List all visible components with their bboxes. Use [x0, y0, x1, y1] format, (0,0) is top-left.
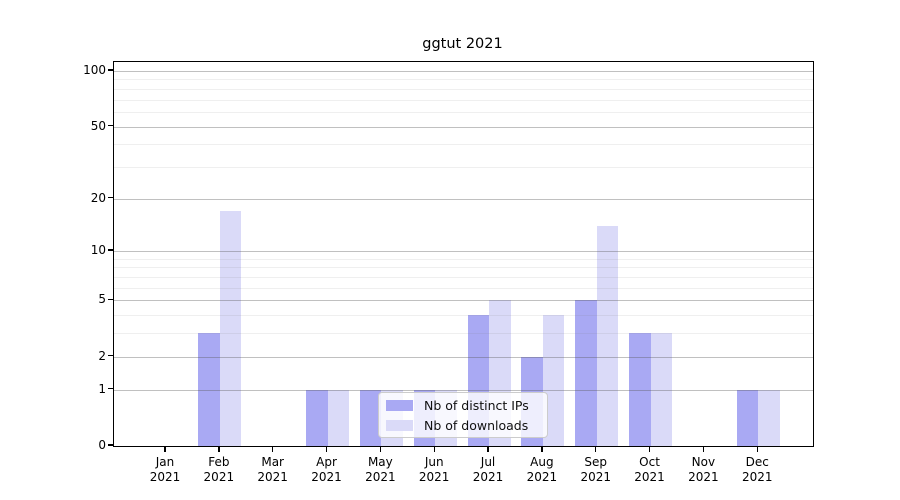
bar-downloads — [219, 211, 242, 446]
x-tick-mark — [433, 446, 435, 452]
legend-swatch-distinct-ips — [386, 399, 413, 411]
y-gridline-major — [114, 300, 813, 302]
x-tick-label: Jun 2021 — [418, 455, 450, 484]
legend-swatch-downloads — [386, 419, 413, 431]
bar-distinct-ips — [629, 333, 651, 446]
x-tick-mark — [379, 446, 382, 452]
x-tick-mark — [756, 446, 758, 452]
y-tick-label: 20 — [90, 190, 106, 205]
x-tick-label: Jul 2021 — [472, 455, 504, 484]
bar-distinct-ips — [359, 389, 382, 446]
y-tick-label: 100 — [83, 63, 106, 77]
legend: Nb of distinct IPs Nb of downloads — [378, 392, 548, 438]
y-gridline-minor — [114, 287, 813, 289]
y-gridline-minor — [114, 258, 813, 260]
y-tick-mark — [108, 124, 113, 127]
bar-distinct-ips — [198, 333, 220, 446]
y-tick-mark — [108, 298, 113, 301]
y-tick-mark — [108, 355, 113, 357]
y-gridline-major — [114, 198, 813, 200]
y-tick-mark — [108, 444, 113, 446]
y-gridline-minor — [114, 79, 813, 81]
x-tick-mark — [218, 446, 220, 452]
bar-downloads — [542, 315, 565, 446]
y-tick-label: 0 — [98, 438, 106, 452]
y-tick-mark — [108, 69, 113, 71]
bar-distinct-ips — [736, 389, 759, 446]
x-tick-mark — [487, 446, 489, 452]
y-gridline-minor — [114, 99, 813, 101]
x-tick-label: Nov 2021 — [688, 455, 719, 484]
x-tick-label: Dec 2021 — [741, 455, 773, 484]
y-gridline-major — [114, 126, 813, 128]
y-gridline-major — [114, 389, 813, 391]
y-gridline-major — [114, 71, 813, 72]
y-tick-label: 5 — [98, 292, 106, 307]
y-gridline-minor — [114, 166, 813, 168]
x-tick-label: Mar 2021 — [257, 455, 288, 484]
legend-entry-distinct-ips: Nb of distinct IPs — [386, 397, 539, 413]
legend-entry-downloads: Nb of downloads — [386, 417, 539, 433]
x-tick-mark — [648, 446, 651, 452]
bar-downloads — [758, 389, 780, 446]
y-tick-label: 50 — [90, 118, 106, 133]
y-gridline-minor — [114, 333, 813, 335]
y-tick-mark — [108, 196, 113, 199]
y-tick-label: 2 — [98, 348, 106, 363]
x-tick-label: Oct 2021 — [634, 455, 665, 484]
bar-downloads — [650, 333, 673, 446]
plot-area — [113, 61, 814, 447]
y-tick-label: 1 — [98, 381, 106, 396]
y-gridline-major — [114, 251, 813, 253]
x-tick-mark — [325, 446, 328, 452]
y-gridline-minor — [114, 111, 813, 113]
y-gridline-minor — [114, 144, 813, 146]
y-gridline-minor — [114, 315, 813, 317]
y-tick-label: 10 — [90, 243, 106, 258]
bar-downloads — [596, 225, 619, 446]
x-tick-mark — [702, 446, 705, 452]
x-tick-label: Jan 2021 — [149, 455, 181, 484]
bar-distinct-ips — [575, 300, 597, 446]
x-tick-mark — [595, 446, 597, 452]
y-tick-mark — [108, 249, 113, 251]
legend-label-downloads: Nb of downloads — [424, 417, 529, 433]
bar-downloads — [327, 389, 350, 446]
legend-label-distinct-ips: Nb of distinct IPs — [424, 397, 529, 413]
x-tick-label: Aug 2021 — [526, 455, 558, 484]
y-gridline-minor — [114, 277, 813, 279]
y-gridline-major — [114, 356, 813, 358]
x-tick-mark — [541, 446, 543, 452]
x-tick-label: Apr 2021 — [311, 455, 342, 484]
x-tick-mark — [164, 446, 166, 452]
x-tick-label: Sep 2021 — [580, 455, 611, 484]
y-gridline-minor — [114, 88, 813, 90]
x-tick-label: Feb 2021 — [203, 455, 235, 484]
chart-title: ggtut 2021 — [422, 36, 503, 52]
y-tick-mark — [108, 387, 113, 390]
y-gridline-minor — [114, 267, 813, 269]
x-tick-label: May 2021 — [365, 455, 396, 484]
bar-distinct-ips — [306, 389, 328, 446]
x-tick-mark — [271, 446, 274, 452]
